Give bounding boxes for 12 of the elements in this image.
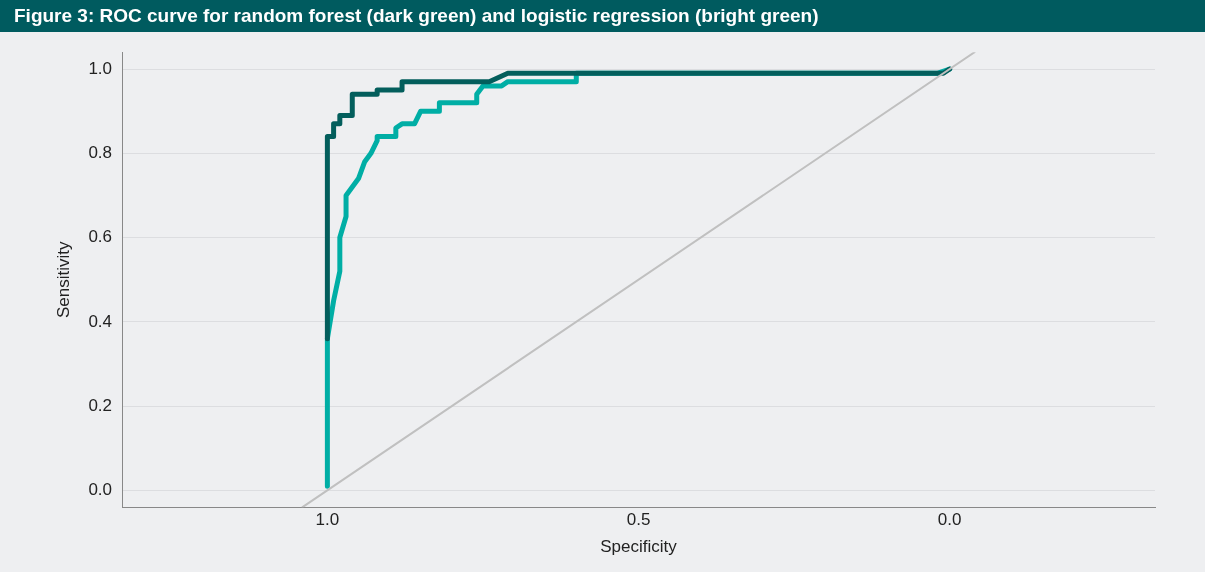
y-tick-label: 0.8 xyxy=(88,143,113,162)
y-tick-label: 0.6 xyxy=(88,227,113,247)
y-tick-label: 0.4 xyxy=(88,311,113,331)
y-tick-label: 1.0 xyxy=(88,58,113,78)
y-tick-label: 0.2 xyxy=(88,395,113,415)
chart-title: Figure 3: ROC curve for random forest (dark green) and logistic regression (bright green) xyxy=(0,0,1205,32)
y-tick-label: 0.0 xyxy=(88,480,113,500)
x-tick-label: 0.5 xyxy=(626,510,651,530)
y-axis-title: Sensitivity xyxy=(53,240,73,318)
x-tick-label: 1.0 xyxy=(315,510,340,530)
x-axis-title: Specificity xyxy=(600,537,678,557)
x-tick-label: 0.0 xyxy=(937,510,962,530)
